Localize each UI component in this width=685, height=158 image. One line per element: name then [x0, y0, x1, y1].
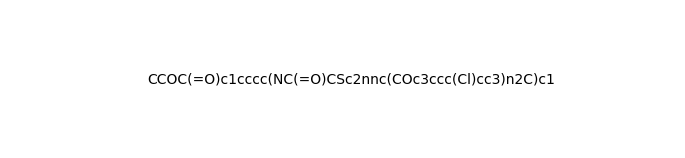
Text: CCOC(=O)c1cccc(NC(=O)CSc2nnc(COc3ccc(Cl)cc3)n2C)c1: CCOC(=O)c1cccc(NC(=O)CSc2nnc(COc3ccc(Cl)…: [147, 73, 555, 87]
